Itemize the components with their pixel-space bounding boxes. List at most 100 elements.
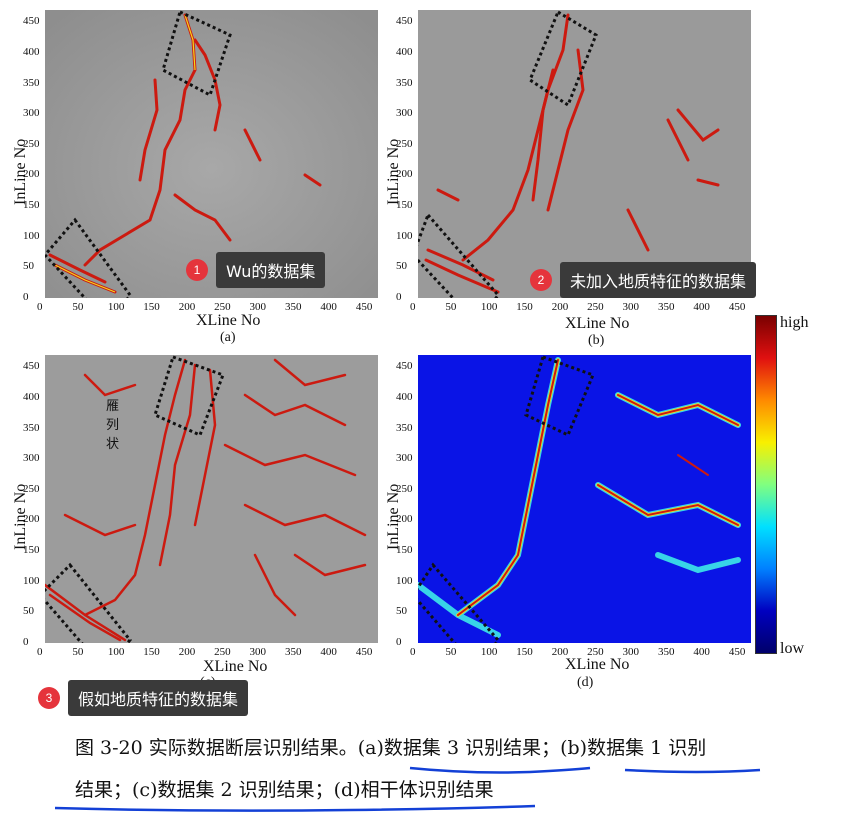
y-tick-label: 200 (23, 513, 40, 526)
x-tick-label: 100 (480, 301, 498, 313)
badge-2-number: 2 (530, 269, 552, 291)
y-tick-label: 250 (23, 482, 40, 495)
colorbar-low-label: low (780, 640, 804, 657)
y-tick-label: 250 (396, 137, 413, 150)
y-tick-label: 300 (23, 452, 40, 465)
x-tick-label: 0 (37, 301, 43, 313)
x-tick-label: 200 (178, 301, 196, 313)
x-tick-label: 450 (728, 301, 746, 313)
y-tick-label: 350 (23, 421, 40, 434)
badge-3-number: 3 (38, 687, 60, 709)
x-tick-label: 50 (445, 301, 457, 313)
y-tick-label: 200 (23, 168, 40, 181)
y-tick-label: 250 (396, 482, 413, 495)
y-tick-label: 400 (23, 45, 40, 58)
y-tick-label: 400 (396, 45, 413, 58)
y-tick-label: 450 (396, 15, 413, 28)
y-tick-label: 50 (23, 605, 34, 618)
y-tick-label: 100 (23, 229, 40, 242)
y-tick-label: 250 (23, 137, 40, 150)
x-tick-label: 250 (214, 301, 231, 313)
x-tick-label: 350 (284, 301, 302, 313)
x-tick-label: 250 (587, 301, 604, 313)
x-tick-label: 400 (320, 301, 337, 313)
colorbar (755, 315, 777, 654)
x-tick-label: 450 (355, 646, 373, 658)
badge-3-text: 假如地质特征的数据集 (68, 680, 249, 716)
y-tick-label: 0 (396, 291, 402, 303)
y-tick-label: 150 (23, 199, 40, 212)
badge-2: 2 未加入地质特征的数据集 (530, 262, 757, 298)
x-tick-label: 450 (355, 301, 373, 313)
annotation-en-echelon: 雁列状 (106, 399, 120, 452)
x-tick-label: 250 (587, 646, 604, 658)
y-tick-label: 200 (396, 168, 413, 181)
x-axis-label: XLine No (565, 315, 630, 332)
x-tick-label: 150 (143, 646, 160, 658)
x-tick-label: 300 (622, 646, 640, 658)
panel-label-d: (d) (577, 675, 594, 690)
panel-label-b: (b) (588, 333, 605, 348)
fault-map-c (45, 355, 378, 643)
x-tick-label: 100 (480, 646, 498, 658)
fault-map-b (418, 10, 751, 298)
y-tick-label: 450 (23, 360, 40, 373)
x-tick-label: 0 (37, 646, 43, 658)
x-tick-label: 300 (249, 301, 267, 313)
x-tick-label: 350 (657, 646, 675, 658)
y-tick-label: 150 (23, 544, 40, 557)
figure-caption-line-1: 图 3-20 实际数据断层识别结果。(a)数据集 3 识别结果；(b)数据集 1… (75, 737, 707, 759)
fault-map-a (45, 10, 378, 298)
panel-label-a: (a) (220, 330, 236, 345)
y-tick-label: 100 (23, 574, 40, 587)
x-axis-label: XLine No (203, 658, 268, 675)
y-tick-label: 350 (396, 76, 413, 89)
badge-3: 3 假如地质特征的数据集 (38, 680, 249, 716)
x-tick-label: 150 (516, 646, 533, 658)
y-tick-label: 0 (23, 636, 29, 648)
y-tick-label: 150 (396, 199, 413, 212)
y-tick-label: 100 (396, 574, 413, 587)
x-tick-label: 350 (284, 646, 302, 658)
coherence-map-d (418, 355, 751, 643)
badge-1: 1 Wu的数据集 (186, 252, 326, 288)
y-tick-label: 300 (23, 107, 40, 120)
y-tick-label: 0 (23, 291, 29, 303)
x-tick-label: 0 (410, 301, 416, 313)
x-tick-label: 150 (143, 301, 160, 313)
x-axis-label: XLine No (565, 656, 630, 673)
badge-1-number: 1 (186, 259, 208, 281)
x-tick-label: 150 (516, 301, 533, 313)
y-tick-label: 50 (23, 260, 34, 273)
x-tick-label: 50 (445, 646, 457, 658)
x-tick-label: 450 (728, 646, 746, 658)
x-tick-label: 0 (410, 646, 416, 658)
x-tick-label: 100 (107, 301, 125, 313)
y-tick-label: 350 (396, 421, 413, 434)
x-tick-label: 200 (551, 646, 569, 658)
x-tick-label: 350 (657, 301, 675, 313)
x-tick-label: 100 (107, 646, 125, 658)
x-tick-label: 300 (249, 646, 267, 658)
x-tick-label: 300 (622, 301, 640, 313)
y-tick-label: 400 (23, 390, 40, 403)
y-tick-label: 100 (396, 229, 413, 242)
y-tick-label: 50 (396, 260, 407, 273)
x-tick-label: 400 (693, 646, 710, 658)
y-tick-label: 150 (396, 544, 413, 557)
y-tick-label: 300 (396, 107, 413, 120)
x-axis-label: XLine No (196, 312, 261, 329)
x-tick-label: 250 (214, 646, 231, 658)
colorbar-high-label: high (780, 314, 809, 331)
y-tick-label: 200 (396, 513, 413, 526)
y-tick-label: 300 (396, 452, 413, 465)
y-tick-label: 400 (396, 390, 413, 403)
y-tick-label: 450 (396, 360, 413, 373)
x-tick-label: 400 (320, 646, 337, 658)
y-tick-label: 350 (23, 76, 40, 89)
y-tick-label: 0 (396, 636, 402, 648)
y-tick-label: 450 (23, 15, 40, 28)
badge-2-text: 未加入地质特征的数据集 (560, 262, 757, 298)
x-tick-label: 400 (693, 301, 710, 313)
